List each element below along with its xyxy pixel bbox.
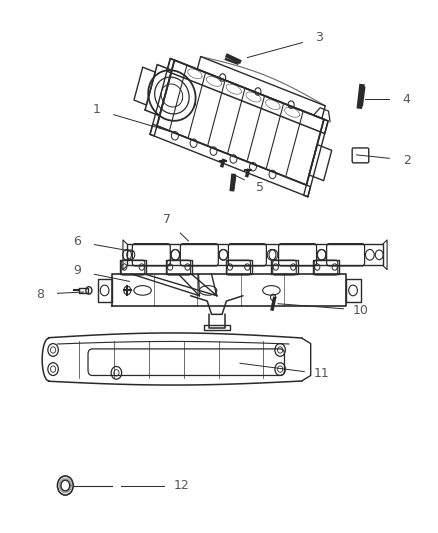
Text: 11: 11: [314, 367, 329, 381]
Text: 3: 3: [315, 31, 323, 44]
Text: 4: 4: [403, 93, 411, 106]
Text: 5: 5: [257, 181, 265, 195]
Text: 10: 10: [353, 304, 369, 317]
Text: 9: 9: [73, 264, 81, 277]
Text: 7: 7: [162, 213, 171, 226]
Text: 6: 6: [73, 235, 81, 248]
Text: 1: 1: [93, 103, 101, 116]
Text: 12: 12: [174, 479, 190, 492]
Text: 8: 8: [36, 288, 44, 301]
Text: 2: 2: [403, 154, 411, 167]
